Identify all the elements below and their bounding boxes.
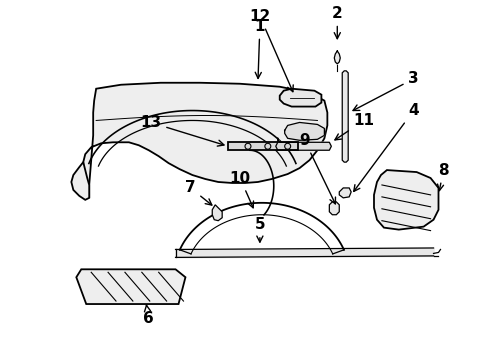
Text: 12: 12: [249, 9, 293, 92]
Polygon shape: [83, 83, 327, 198]
Text: 1: 1: [255, 19, 265, 78]
Text: 10: 10: [229, 171, 253, 208]
Polygon shape: [276, 138, 331, 150]
Text: 2: 2: [332, 6, 343, 39]
Text: 6: 6: [144, 305, 154, 327]
Polygon shape: [212, 205, 222, 221]
Polygon shape: [280, 89, 321, 107]
Polygon shape: [76, 269, 185, 304]
Text: 13: 13: [140, 115, 224, 146]
Text: 9: 9: [299, 133, 336, 204]
Polygon shape: [72, 162, 89, 200]
Polygon shape: [329, 202, 339, 215]
Polygon shape: [334, 51, 340, 64]
Polygon shape: [339, 188, 351, 198]
Text: 3: 3: [353, 71, 419, 111]
Polygon shape: [342, 71, 348, 162]
Text: 11: 11: [335, 113, 374, 140]
Polygon shape: [374, 170, 439, 230]
Text: 7: 7: [185, 180, 212, 205]
Text: 8: 8: [438, 163, 449, 191]
Text: 4: 4: [354, 103, 419, 192]
Text: 5: 5: [255, 217, 265, 242]
Polygon shape: [285, 122, 324, 140]
Polygon shape: [228, 142, 297, 150]
